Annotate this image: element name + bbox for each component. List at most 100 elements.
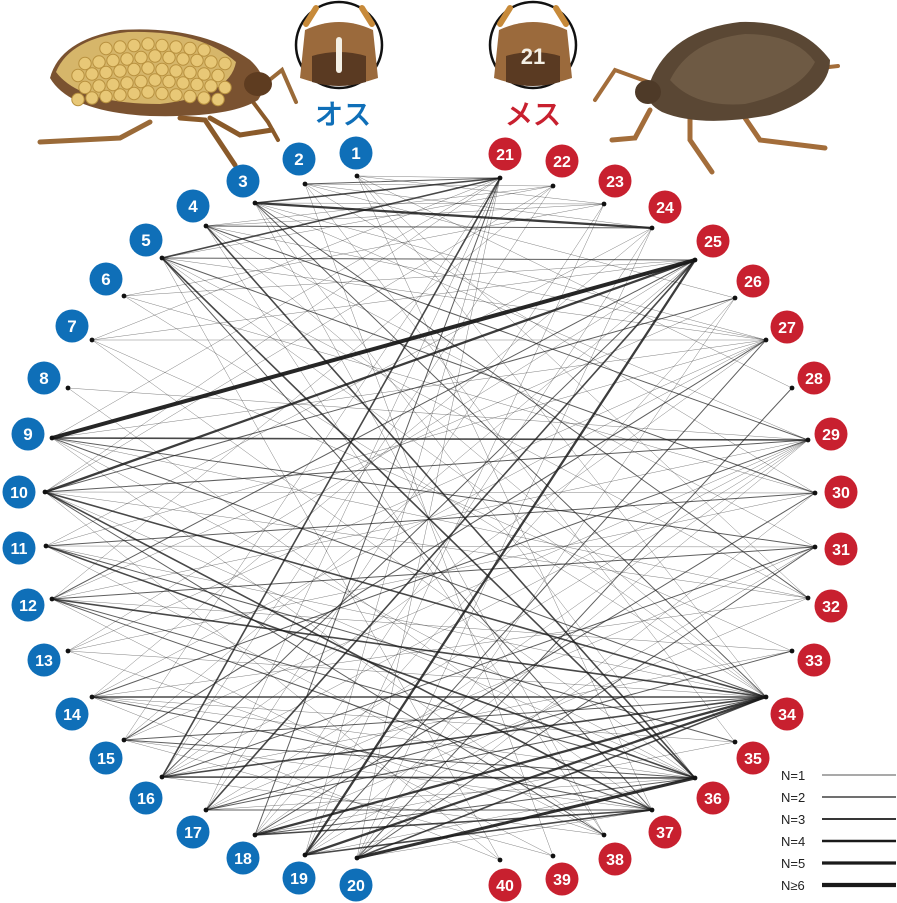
egg [197, 43, 211, 57]
node-label-14: 14 [63, 707, 81, 724]
edge-4-29 [205, 225, 809, 441]
edge-1-32 [356, 175, 809, 599]
edge-6-30 [123, 295, 816, 494]
node-label-17: 17 [184, 825, 202, 842]
node-badge-28: 28 [797, 361, 831, 395]
edge-9-25 [50, 258, 697, 440]
node-badge-10: 10 [2, 475, 36, 509]
egg [169, 64, 183, 78]
node-badge-circle [339, 868, 373, 902]
node-label-34: 34 [778, 707, 796, 724]
egg [78, 80, 92, 95]
edge-9-21 [51, 177, 501, 439]
edge-11-34 [45, 545, 767, 698]
egg [113, 64, 127, 78]
edge-3-23 [254, 202, 605, 205]
edge-3-36 [254, 202, 696, 779]
node-label-21: 21 [496, 147, 514, 164]
node-label-4: 4 [188, 197, 198, 216]
egg [127, 86, 141, 101]
edge-4-23 [205, 203, 605, 227]
node-label-27: 27 [778, 320, 796, 337]
node-badge-circle [11, 588, 45, 622]
node-label-13: 13 [35, 653, 53, 670]
edge-9-27 [51, 339, 767, 439]
edge-12-33 [51, 598, 793, 652]
edge-20-26 [356, 297, 736, 859]
edge-19-29 [304, 439, 809, 856]
edge-5-40 [161, 257, 501, 861]
node-dot-19 [302, 852, 308, 858]
node-badge-25: 25 [696, 224, 730, 258]
node-dot-8 [65, 385, 71, 391]
edge-18-21 [254, 177, 501, 836]
egg [183, 89, 197, 104]
edge-2-35 [304, 183, 736, 743]
egg [176, 52, 190, 66]
edge-5-34 [161, 257, 767, 698]
egg [141, 85, 155, 99]
edge-1-28 [356, 175, 793, 389]
edge-12-26 [51, 297, 736, 600]
node-badge-27: 27 [770, 310, 804, 344]
node-dot-34 [763, 694, 769, 700]
edge-11-36 [45, 545, 696, 779]
node-badge-circle [226, 841, 260, 875]
node-badge-circle [545, 144, 579, 178]
node-dot-39 [550, 853, 556, 859]
node-badge-24: 24 [648, 190, 682, 224]
edge-20-28 [356, 387, 793, 859]
node-label-25: 25 [704, 234, 722, 251]
node-dot-10 [42, 489, 48, 495]
node-badge-circle [2, 531, 36, 565]
node-dot-24 [649, 225, 655, 231]
edge-15-29 [123, 439, 809, 741]
egg [99, 89, 113, 104]
egg [99, 65, 113, 80]
node-badge-6: 6 [89, 262, 123, 296]
egg [162, 74, 176, 89]
edge-16-31 [161, 546, 816, 778]
node-badge-5: 5 [129, 223, 163, 257]
egg [204, 55, 218, 69]
egg [190, 77, 204, 92]
edge-20-21 [356, 177, 501, 859]
edge-weight-legend: N=1 N=2 N=3 N=4 N=5 N≥6 [781, 768, 896, 893]
node-badge-34: 34 [770, 697, 804, 731]
egg [141, 61, 155, 75]
node-badge-circle [814, 417, 848, 451]
edge-1-21 [356, 175, 501, 179]
egg [120, 76, 134, 90]
node-badge-circle [598, 164, 632, 198]
node-dot-29 [805, 437, 811, 443]
node-dot-30 [812, 490, 818, 496]
edge-14-35 [91, 696, 736, 743]
node-badge-35: 35 [736, 741, 770, 775]
node-dot-37 [649, 807, 655, 813]
edge-6-34 [123, 295, 767, 698]
edge-19-27 [304, 339, 767, 856]
edge-13-34 [67, 650, 767, 698]
edge-14-24 [91, 227, 653, 698]
node-badge-circle [129, 223, 163, 257]
node-badge-circle [797, 361, 831, 395]
node-badge-30: 30 [824, 475, 858, 509]
node-label-11: 11 [11, 541, 28, 558]
node-dot-25 [692, 257, 698, 263]
node-badge-circle [648, 815, 682, 849]
edge-14-36 [91, 696, 696, 779]
node-dot-9 [49, 435, 55, 441]
edge-4-31 [205, 225, 816, 548]
node-label-30: 30 [832, 485, 850, 502]
egg [148, 73, 162, 87]
egg [183, 41, 197, 56]
legend-label-6: N≥6 [781, 878, 805, 893]
edge-3-32 [254, 202, 809, 599]
edge-16-22 [161, 185, 554, 778]
node-badge-20: 20 [339, 868, 373, 902]
node-badge-11: 11 [2, 531, 36, 565]
node-badge-circle [770, 310, 804, 344]
node-badge-15: 15 [89, 741, 123, 775]
node-badge-circle [89, 741, 123, 775]
